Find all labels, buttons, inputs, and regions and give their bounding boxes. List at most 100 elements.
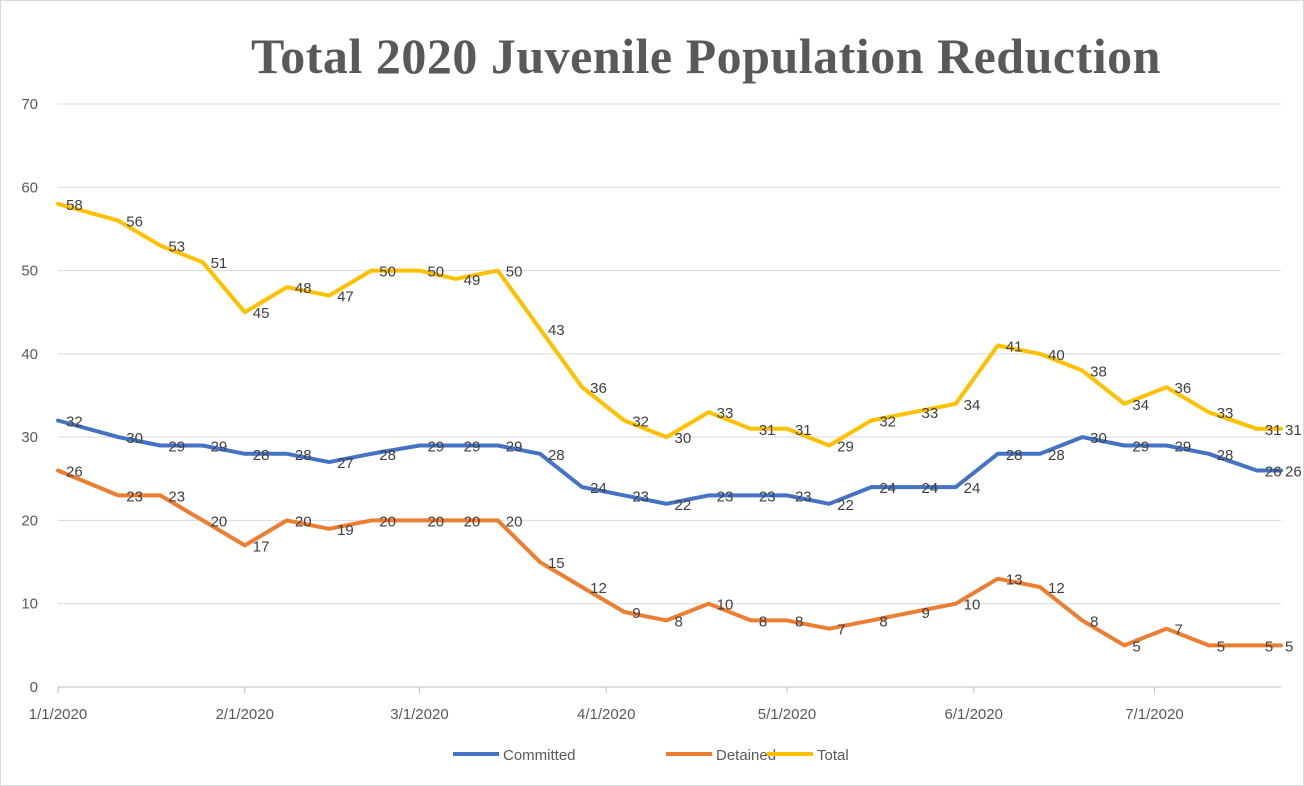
data-label-total: 45 (253, 305, 270, 322)
data-label-committed: 29 (1132, 438, 1149, 455)
data-label-detained: 12 (590, 580, 607, 597)
data-label-detained: 5 (1285, 638, 1293, 655)
data-label-committed: 28 (253, 447, 270, 464)
data-label-committed: 29 (464, 438, 481, 455)
series-line-committed (56, 418, 1283, 506)
data-label-detained: 15 (548, 555, 565, 572)
data-label-detained: 10 (717, 597, 734, 614)
data-label-detained: 8 (795, 613, 803, 630)
data-label-committed: 29 (427, 438, 444, 455)
x-tick-label: 4/1/2020 (577, 706, 635, 723)
data-label-total: 43 (548, 322, 565, 339)
data-label-detained: 19 (337, 522, 354, 539)
data-label-committed: 24 (879, 480, 896, 497)
data-label-total: 41 (1006, 339, 1023, 356)
x-tick-label: 7/1/2020 (1125, 706, 1183, 723)
data-label-detained: 7 (1175, 622, 1183, 639)
data-label-detained: 20 (506, 513, 523, 530)
data-label-detained: 17 (253, 538, 270, 555)
data-label-detained: 20 (379, 513, 396, 530)
x-tick-label: 3/1/2020 (390, 706, 448, 723)
data-label-committed: 32 (66, 413, 83, 430)
data-label-committed: 29 (1175, 438, 1192, 455)
data-label-total: 38 (1090, 364, 1107, 381)
data-label-committed: 28 (1048, 447, 1065, 464)
data-label-committed: 24 (921, 480, 938, 497)
data-label-detained: 20 (464, 513, 481, 530)
y-tick-label: 70 (21, 96, 38, 113)
data-label-total: 31 (1265, 422, 1282, 439)
legend-label-committed: Committed (503, 747, 576, 764)
data-label-total: 58 (66, 197, 83, 214)
data-label-detained: 9 (921, 605, 929, 622)
data-label-detained: 8 (879, 613, 887, 630)
data-label-detained: 20 (211, 513, 228, 530)
data-label-total: 40 (1048, 347, 1065, 364)
series-line-total (56, 201, 1283, 448)
data-label-committed: 23 (632, 488, 649, 505)
data-label-total: 34 (964, 397, 981, 414)
data-label-committed: 22 (674, 497, 691, 514)
y-tick-label: 30 (21, 429, 38, 446)
data-label-committed: 28 (1217, 447, 1234, 464)
data-label-total: 47 (337, 289, 354, 306)
data-label-committed: 30 (126, 430, 143, 447)
data-label-total: 50 (427, 264, 444, 281)
data-label-total: 31 (759, 422, 776, 439)
data-label-committed: 23 (795, 488, 812, 505)
data-label-committed: 28 (295, 447, 312, 464)
data-label-committed: 29 (168, 438, 185, 455)
data-label-committed: 23 (717, 488, 734, 505)
data-label-total: 33 (921, 405, 938, 422)
data-label-total: 32 (879, 413, 896, 430)
data-label-detained: 20 (295, 513, 312, 530)
data-label-detained: 8 (1090, 613, 1098, 630)
data-label-detained: 23 (126, 488, 143, 505)
data-label-total: 36 (1175, 380, 1192, 397)
legend-label-detained: Detained (716, 747, 776, 764)
data-label-total: 29 (837, 438, 854, 455)
data-label-committed: 26 (1285, 463, 1302, 480)
data-label-total: 50 (379, 264, 396, 281)
data-label-detained: 10 (964, 597, 981, 614)
data-label-total: 34 (1132, 397, 1149, 414)
y-tick-label: 10 (21, 596, 38, 613)
data-label-total: 51 (211, 255, 228, 272)
chart-title: Total 2020 Juvenile Population Reduction (251, 28, 1161, 84)
data-label-total: 31 (795, 422, 812, 439)
data-label-detained: 13 (1006, 572, 1023, 589)
data-label-total: 33 (717, 405, 734, 422)
data-label-committed: 29 (211, 438, 228, 455)
data-label-committed: 29 (506, 438, 523, 455)
data-label-committed: 23 (759, 488, 776, 505)
data-label-detained: 5 (1217, 638, 1225, 655)
data-label-committed: 28 (548, 447, 565, 464)
data-label-committed: 28 (379, 447, 396, 464)
data-label-detained: 8 (759, 613, 767, 630)
data-label-detained: 9 (632, 605, 640, 622)
x-tick-label: 5/1/2020 (758, 706, 816, 723)
data-label-detained: 26 (66, 463, 83, 480)
data-label-committed: 26 (1265, 463, 1282, 480)
data-label-total: 30 (674, 430, 691, 447)
y-tick-label: 50 (21, 263, 38, 280)
x-tick-label: 6/1/2020 (945, 706, 1003, 723)
data-label-total: 49 (464, 272, 481, 289)
data-label-total: 56 (126, 214, 143, 231)
data-label-detained: 8 (674, 613, 682, 630)
data-label-committed: 24 (590, 480, 607, 497)
y-tick-label: 40 (21, 346, 38, 363)
data-label-committed: 27 (337, 455, 354, 472)
data-label-total: 32 (632, 413, 649, 430)
y-tick-label: 20 (21, 512, 38, 529)
data-label-committed: 24 (964, 480, 981, 497)
x-tick-label: 1/1/2020 (29, 706, 87, 723)
data-label-detained: 5 (1265, 638, 1273, 655)
data-label-committed: 22 (837, 497, 854, 514)
data-label-total: 50 (506, 264, 523, 281)
data-label-total: 36 (590, 380, 607, 397)
data-label-detained: 23 (168, 488, 185, 505)
y-tick-label: 60 (21, 179, 38, 196)
